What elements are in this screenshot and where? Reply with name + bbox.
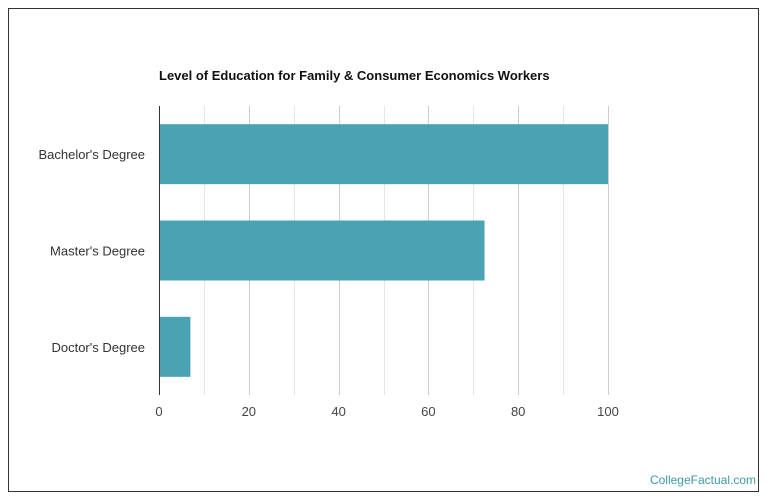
chart-title: Level of Education for Family & Consumer… — [159, 68, 550, 83]
bar[interactable] — [159, 124, 608, 185]
x-tick-label: 40 — [331, 404, 345, 419]
category-label: Master's Degree — [50, 244, 145, 259]
x-tick-label: 100 — [597, 404, 619, 419]
x-tick-label: 0 — [155, 404, 162, 419]
bars — [159, 124, 608, 377]
x-tick-labels: 0 20 40 60 80 100 — [155, 404, 618, 419]
category-labels: Bachelor's Degree Master's Degree Doctor's… — [38, 147, 145, 355]
category-label: Bachelor's Degree — [38, 147, 145, 162]
bar[interactable] — [159, 316, 191, 377]
category-label: Doctor's Degree — [51, 340, 145, 355]
bar[interactable] — [159, 220, 485, 281]
collegefactual-watermark[interactable]: CollegeFactual.com — [649, 473, 756, 487]
x-tick-label: 80 — [511, 404, 525, 419]
x-tick-label: 20 — [242, 404, 256, 419]
x-tick-label: 60 — [421, 404, 435, 419]
